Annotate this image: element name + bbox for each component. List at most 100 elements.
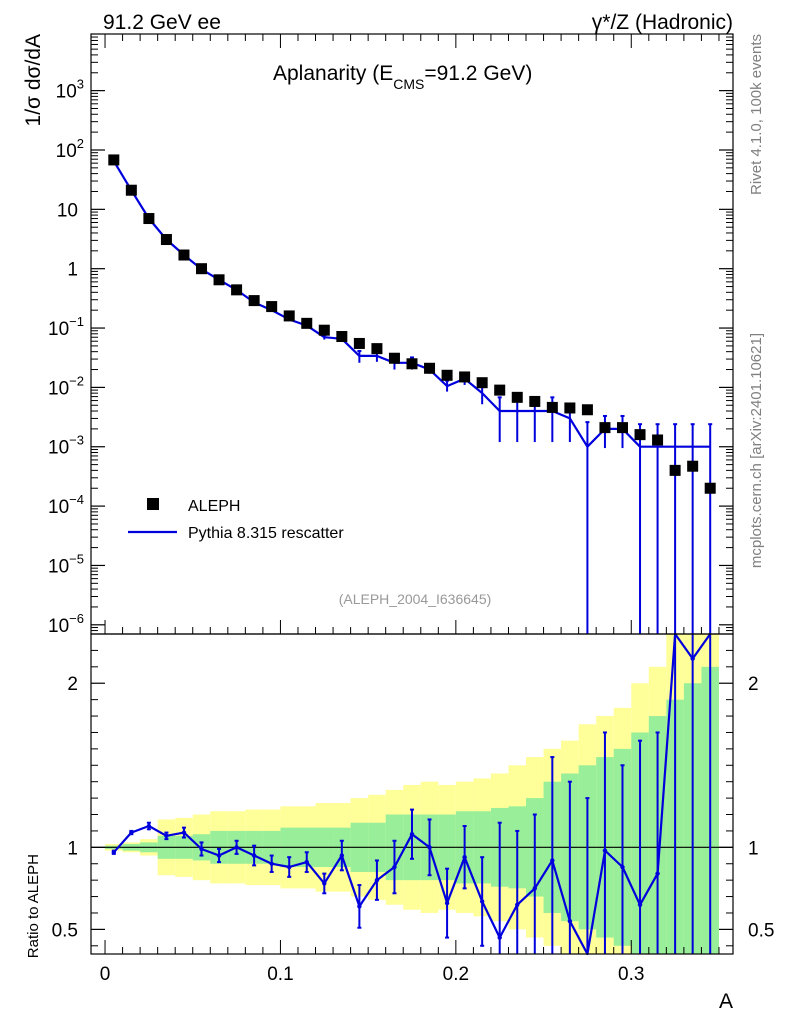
- data-point: [388, 352, 400, 364]
- ratio-point: [322, 881, 327, 886]
- data-point: [581, 404, 593, 416]
- ratio-point: [637, 902, 643, 907]
- ratio-y-tick-label-right: 2: [748, 674, 759, 695]
- y-tick-label: 102: [56, 136, 84, 162]
- y-tick-label-exponent: −3: [69, 433, 84, 448]
- y-tick-label: 1: [67, 260, 78, 281]
- ratio-point: [409, 832, 415, 837]
- mcplots-label: mcplots.cern.ch [arXiv:2401.10621]: [748, 333, 765, 568]
- ratio-point: [287, 864, 292, 870]
- y-tick-label-base: 10: [48, 319, 69, 340]
- y-tick-label: 10−2: [48, 373, 84, 399]
- data-point: [196, 263, 208, 275]
- data-point: [125, 184, 137, 196]
- y-tick-label: 10−4: [48, 492, 84, 518]
- ratio-point: [462, 854, 467, 860]
- data-point: [371, 343, 383, 355]
- data-point: [336, 331, 348, 343]
- main-plot-frame: [90, 33, 734, 635]
- y-tick-label-exponent: −6: [69, 611, 84, 626]
- x-axis-label: A: [719, 990, 733, 1013]
- ratio-point: [181, 830, 187, 835]
- ratio-y-axis-label: Ratio to ALEPH: [25, 854, 42, 958]
- y-tick-label-base: 10: [56, 141, 77, 162]
- data-point: [687, 460, 699, 472]
- analysis-tag: (ALEPH_2004_I636645): [339, 591, 492, 607]
- ratio-point: [374, 877, 380, 883]
- data-point: [213, 274, 225, 286]
- y-tick-label-exponent: −1: [69, 314, 84, 329]
- y-tick-label-base: 10: [48, 497, 69, 518]
- ratio-point: [269, 861, 274, 866]
- ratio-plot-marks: [111, 632, 712, 956]
- data-point: [459, 371, 471, 383]
- plot-title: Aplanarity (ECMS=91.2 GeV): [273, 62, 532, 92]
- y-tick-label-base: 10: [48, 438, 69, 459]
- header-right-label: γ*/Z (Hadronic): [592, 11, 733, 34]
- data-point: [476, 377, 488, 389]
- main-plot-marks: [108, 154, 716, 634]
- ratio-y-tick-label: 1: [67, 838, 78, 859]
- ratio-point: [251, 853, 257, 858]
- data-point: [652, 434, 664, 446]
- title-main: Aplanarity (E: [273, 62, 393, 85]
- ratio-point: [129, 830, 134, 835]
- y-tick-label: 10−3: [48, 433, 84, 459]
- y-tick-label: 10−1: [48, 314, 84, 340]
- data-point: [160, 234, 172, 246]
- ratio-point: [427, 845, 432, 850]
- x-tick-label: 0.1: [267, 964, 293, 985]
- title-subscript: CMS: [393, 76, 424, 92]
- rivet-label: Rivet 4.1.0, 100k events: [748, 34, 765, 195]
- ratio-point: [216, 853, 222, 858]
- ratio-point: [497, 935, 502, 940]
- y-tick-label-base: 10: [48, 556, 69, 577]
- x-tick-label: 0.3: [618, 964, 644, 985]
- ratio-point: [690, 656, 695, 661]
- ratio-y-tick-label: 0.5: [52, 920, 78, 941]
- data-point: [616, 422, 628, 434]
- title-tail: =91.2 GeV): [424, 62, 532, 85]
- y-tick-label: 103: [56, 77, 84, 103]
- y-tick-label-base: 10: [48, 378, 69, 399]
- data-point: [669, 464, 681, 476]
- ratio-point: [620, 864, 625, 870]
- ratio-point: [339, 853, 345, 858]
- ratio-point: [655, 871, 660, 876]
- legend-label-aleph: ALEPH: [188, 498, 240, 515]
- data-point: [634, 429, 646, 441]
- ratio-point: [392, 864, 397, 870]
- y-tick-label-base: 10: [56, 82, 77, 103]
- ratio-y-tick-label-right: 1: [748, 838, 759, 859]
- data-point: [231, 284, 243, 296]
- data-point: [494, 384, 506, 396]
- y-tick-label-exponent: −5: [69, 551, 84, 566]
- ratio-point: [146, 823, 152, 829]
- ratio-point: [602, 848, 608, 853]
- ratio-plot-frame: [90, 633, 734, 955]
- x-tick-label: 0.2: [443, 964, 469, 985]
- ratio-point: [164, 833, 169, 839]
- data-point: [599, 422, 611, 434]
- y-tick-label-exponent: −2: [69, 373, 84, 388]
- data-point: [318, 324, 330, 336]
- data-point: [424, 362, 436, 374]
- ratio-point: [515, 902, 520, 907]
- legend-marker-aleph: [147, 498, 159, 510]
- ratio-point: [234, 845, 239, 850]
- ratio-point: [199, 846, 204, 852]
- ratio-y-tick-label-right: 0.5: [748, 920, 774, 941]
- data-point: [301, 317, 313, 329]
- legend-label-pythia: Pythia 8.315 rescatter: [188, 525, 344, 542]
- x-tick-label: 0: [100, 964, 111, 985]
- y-tick-label-exponent: 2: [77, 136, 84, 151]
- ratio-uncertainty-bands: [91, 634, 733, 954]
- y-tick-label: 10: [57, 200, 78, 221]
- data-point: [529, 395, 541, 407]
- data-point: [704, 482, 716, 494]
- data-point: [406, 358, 418, 370]
- data-point: [283, 310, 295, 322]
- y-axis-label: 1/σ dσ/dA: [22, 34, 45, 126]
